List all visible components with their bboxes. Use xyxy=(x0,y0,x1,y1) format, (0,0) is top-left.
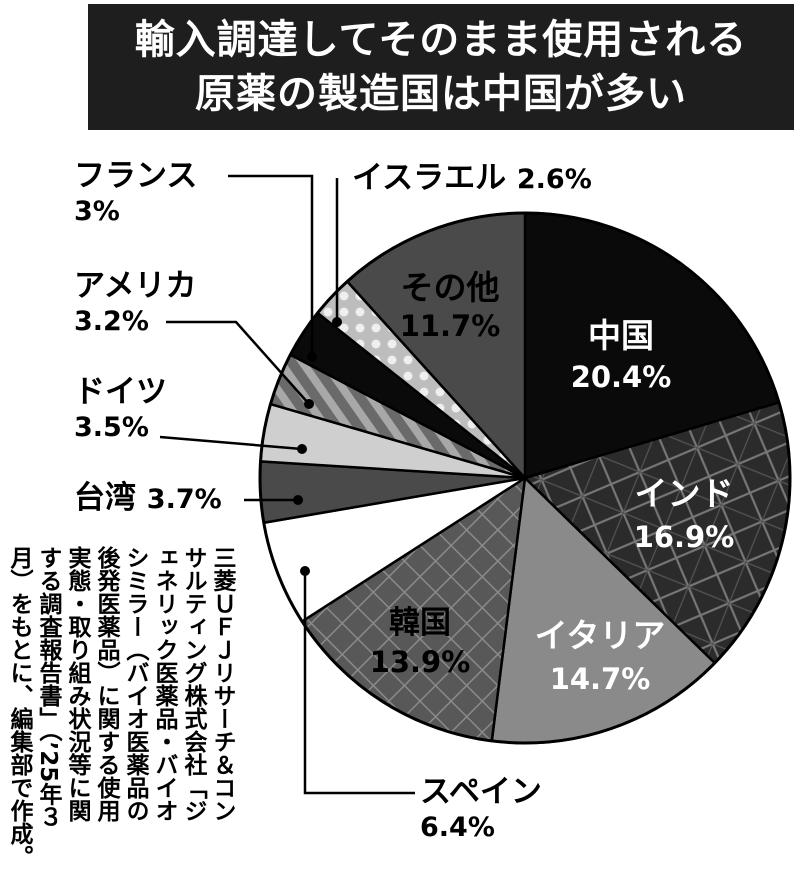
label-israel-name: イスラエル xyxy=(352,160,507,196)
label-taiwan-name: 台湾 xyxy=(74,480,136,516)
label-spain: スペイン 6.4% xyxy=(420,774,542,846)
label-spain-name: スペイン xyxy=(420,774,542,810)
pie-outline xyxy=(258,211,792,745)
label-america: アメリカ 3.2% xyxy=(74,268,196,340)
leader-dot-germany xyxy=(297,444,307,454)
label-america-name: アメリカ xyxy=(74,268,197,304)
source-note: 三菱ＵＦＪリサーチ＆コン サルティング株式会社「ジ ェネリック医薬品・バイオ シ… xyxy=(6,546,235,868)
leader-line-america xyxy=(166,320,310,405)
label-italy: イタリア xyxy=(535,616,666,655)
label-india: インド xyxy=(635,474,734,513)
label-america-pct: 3.2% xyxy=(74,306,149,337)
label-israel-pct: 2.6% xyxy=(516,164,592,195)
label-france-pct: 3% xyxy=(74,196,120,227)
leader-dot-france xyxy=(307,352,317,362)
label-germany-pct: 3.5% xyxy=(74,412,149,443)
pct-korea: 13.9% xyxy=(370,645,471,679)
title-line-1: 輸入調達してそのまま使用される xyxy=(134,17,748,63)
leader-dot-taiwan xyxy=(293,495,303,505)
label-china: 中国 xyxy=(588,316,654,355)
pct-italy: 14.7% xyxy=(550,662,651,696)
pct-other: 11.7% xyxy=(400,309,501,343)
label-germany: ドイツ 3.5% xyxy=(74,374,167,446)
pct-china: 20.4% xyxy=(571,360,672,394)
leader-line-spain xyxy=(303,571,415,795)
label-other: その他 xyxy=(401,268,500,307)
leader-dot-spain xyxy=(300,566,310,576)
label-france-name: フランス xyxy=(74,158,198,194)
leader-dot-america xyxy=(304,399,314,409)
leader-dot-israel xyxy=(332,317,342,327)
title-line-2: 原薬の製造国は中国が多い xyxy=(195,71,687,117)
leader-line-france xyxy=(228,174,314,357)
label-germany-name: ドイツ xyxy=(74,374,167,410)
pct-india: 16.9% xyxy=(634,520,735,554)
label-israel: イスラエル 2.6% xyxy=(352,160,592,198)
label-taiwan-pct: 3.7% xyxy=(146,484,222,515)
label-france: フランス 3% xyxy=(74,158,197,230)
label-korea: 韓国 xyxy=(389,605,451,641)
label-taiwan: 台湾 3.7% xyxy=(74,480,222,518)
leader-line-germany xyxy=(159,435,303,451)
label-spain-pct: 6.4% xyxy=(420,812,495,843)
chart-title: 輸入調達してそのまま使用される 原薬の製造国は中国が多い xyxy=(88,4,794,130)
